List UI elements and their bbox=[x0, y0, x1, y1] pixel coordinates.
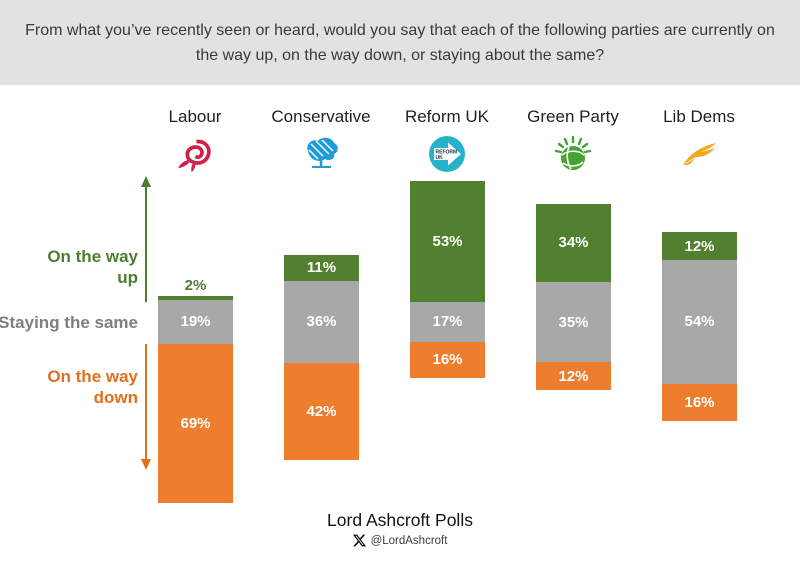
segment-value-label: 12% bbox=[684, 237, 715, 255]
segment-value-label: 17% bbox=[432, 313, 463, 331]
segment-value-label: 16% bbox=[684, 393, 715, 411]
segment-value-label: 35% bbox=[558, 313, 589, 331]
lib-dems-same-segment: 54% bbox=[662, 259, 737, 385]
labour-up-segment bbox=[158, 295, 233, 301]
green-party-globe-icon bbox=[510, 133, 636, 175]
segment-value-label: 11% bbox=[306, 259, 337, 277]
conservative-down-segment: 42% bbox=[284, 363, 359, 460]
up-arrow-icon bbox=[141, 176, 151, 302]
down-arrow-icon bbox=[141, 344, 151, 470]
segment-value-label: 19% bbox=[180, 313, 211, 331]
segment-value-label: 54% bbox=[684, 313, 715, 331]
segment-value-label: 53% bbox=[432, 232, 463, 250]
lib-dems-down-segment: 16% bbox=[662, 384, 737, 421]
axis-label-same: Staying the same bbox=[0, 313, 138, 332]
green-party-up-segment: 34% bbox=[536, 203, 611, 282]
reform-uk-up-segment: 53% bbox=[410, 180, 485, 303]
reform-uk-same-segment: 17% bbox=[410, 302, 485, 342]
labour-rose-icon bbox=[132, 133, 258, 175]
segment-value-label: 69% bbox=[180, 414, 211, 432]
x-logo-icon bbox=[352, 534, 366, 547]
segment-value-label: 16% bbox=[432, 351, 463, 369]
lib-dems-up-segment: 12% bbox=[662, 232, 737, 260]
segment-value-label: 36% bbox=[306, 313, 337, 331]
party-name-labour: Labour bbox=[168, 107, 222, 126]
party-name-reform-uk: Reform UK bbox=[404, 107, 490, 126]
party-name-lib-dems: Lib Dems bbox=[663, 107, 735, 126]
reform-uk-down-segment: 16% bbox=[410, 341, 485, 379]
question-banner: From what you’ve recently seen or heard,… bbox=[0, 0, 800, 85]
party-name-conservative: Conservative bbox=[271, 107, 371, 126]
source-handle-row: @LordAshcroft bbox=[0, 534, 800, 547]
segment-value-label: 2% bbox=[184, 276, 207, 294]
question-text: From what you’ve recently seen or heard,… bbox=[25, 21, 775, 64]
labour-same-segment: 19% bbox=[158, 300, 233, 344]
party-column-green-party: Green Party bbox=[510, 106, 636, 175]
reform-logo-text-2: UK bbox=[436, 155, 444, 161]
segment-value-label: 12% bbox=[558, 367, 589, 385]
party-name-green-party: Green Party bbox=[527, 107, 619, 126]
twitter-handle: @LordAshcroft bbox=[370, 534, 448, 547]
green-party-same-segment: 35% bbox=[536, 281, 611, 363]
party-column-labour: Labour bbox=[132, 106, 258, 175]
source-title: Lord Ashcroft Polls bbox=[327, 510, 473, 530]
party-column-reform-uk: Reform UK REFORM UK bbox=[384, 106, 510, 175]
labour-down-segment: 69% bbox=[158, 343, 233, 503]
segment-value-label: 34% bbox=[558, 234, 589, 252]
party-column-conservative: Conservative bbox=[258, 106, 384, 175]
party-column-lib-dems: Lib Dems bbox=[636, 106, 762, 175]
conservative-same-segment: 36% bbox=[284, 280, 359, 364]
reform-logo-text: REFORM bbox=[436, 150, 458, 156]
reform-uk-arrow-icon: REFORM UK bbox=[384, 133, 510, 175]
conservative-up-segment: 11% bbox=[284, 255, 359, 281]
segment-value-label: 42% bbox=[306, 403, 337, 421]
lib-dems-bird-icon bbox=[636, 133, 762, 175]
green-party-down-segment: 12% bbox=[536, 362, 611, 390]
axis-label-up: On the way up bbox=[47, 247, 138, 287]
axis-label-down: On the way down bbox=[47, 367, 138, 407]
conservative-tree-icon bbox=[258, 133, 384, 175]
